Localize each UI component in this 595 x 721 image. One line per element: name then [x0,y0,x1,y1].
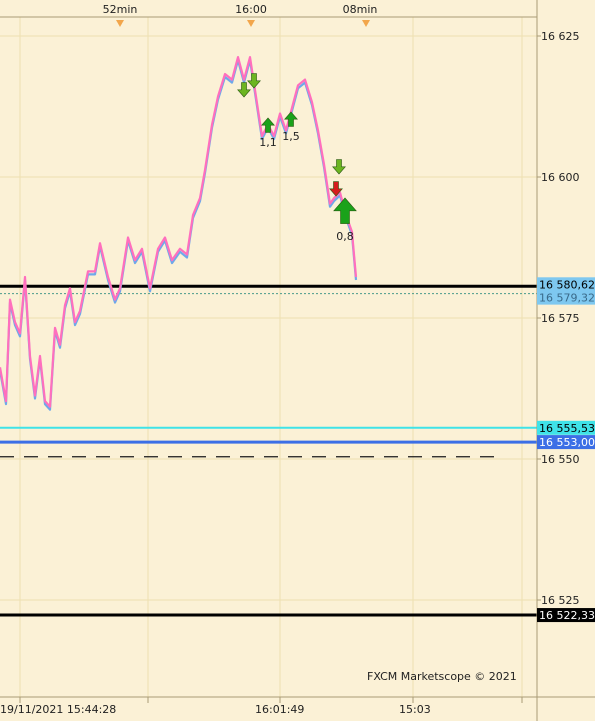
horizontal-levels [0,284,539,617]
price-tag-label: 16 555,53 [539,422,595,435]
price-tick-label: 16 600 [541,171,580,184]
price-tag [537,290,595,305]
top-time-label: 08min [343,3,378,16]
sell-arrow-icon [247,73,261,89]
time-marker-icon [362,20,370,27]
price-tag [537,435,595,450]
bottom-time-label: 15:03 [399,703,431,716]
price-tag-label: 16 580,62 [539,278,595,291]
time-marker-icon [116,20,124,27]
buy-arrow-icon [284,111,298,127]
sell-arrow-icon [332,159,346,175]
buy-arrow-icon [333,197,357,224]
time-marker-icon [247,20,255,27]
price-tag [537,608,595,623]
price-tag-label: 16 522,33 [539,609,595,622]
top-time-label: 52min [103,3,138,16]
trade-label: 1,5 [282,130,300,143]
sell-arrow-icon [237,82,251,98]
trade-label: 1,1 [259,136,277,149]
top-time-label: 16:00 [235,3,267,16]
price-tick-label: 16 625 [541,30,580,43]
price-axis-ticks: 16 625 16 600 16 575 16 550 16 525 [537,30,580,607]
watermark: FXCM Marketscope © 2021 [367,670,517,683]
price-tag-label: 16 553,00 [539,436,595,449]
price-tag [537,277,595,292]
bottom-time-label: 19/11/2021 15:44:28 [0,703,116,716]
ask-price-line [0,59,358,411]
price-tick-label: 16 525 [541,594,580,607]
trade-markers: 1,1 1,5 0,8 [237,73,357,243]
price-tag [537,420,595,435]
price-series [0,56,358,411]
price-tick-label: 16 575 [541,312,580,325]
bid-price-line [0,56,358,408]
buy-arrow-icon [261,117,275,133]
sell-arrow-icon [329,181,343,197]
trade-label: 0,8 [336,230,354,243]
price-tick-label: 16 550 [541,453,580,466]
grid [0,17,537,697]
bottom-time-label: 16:01:49 [255,703,304,716]
price-tag-label: 16 579,32 [539,292,595,305]
